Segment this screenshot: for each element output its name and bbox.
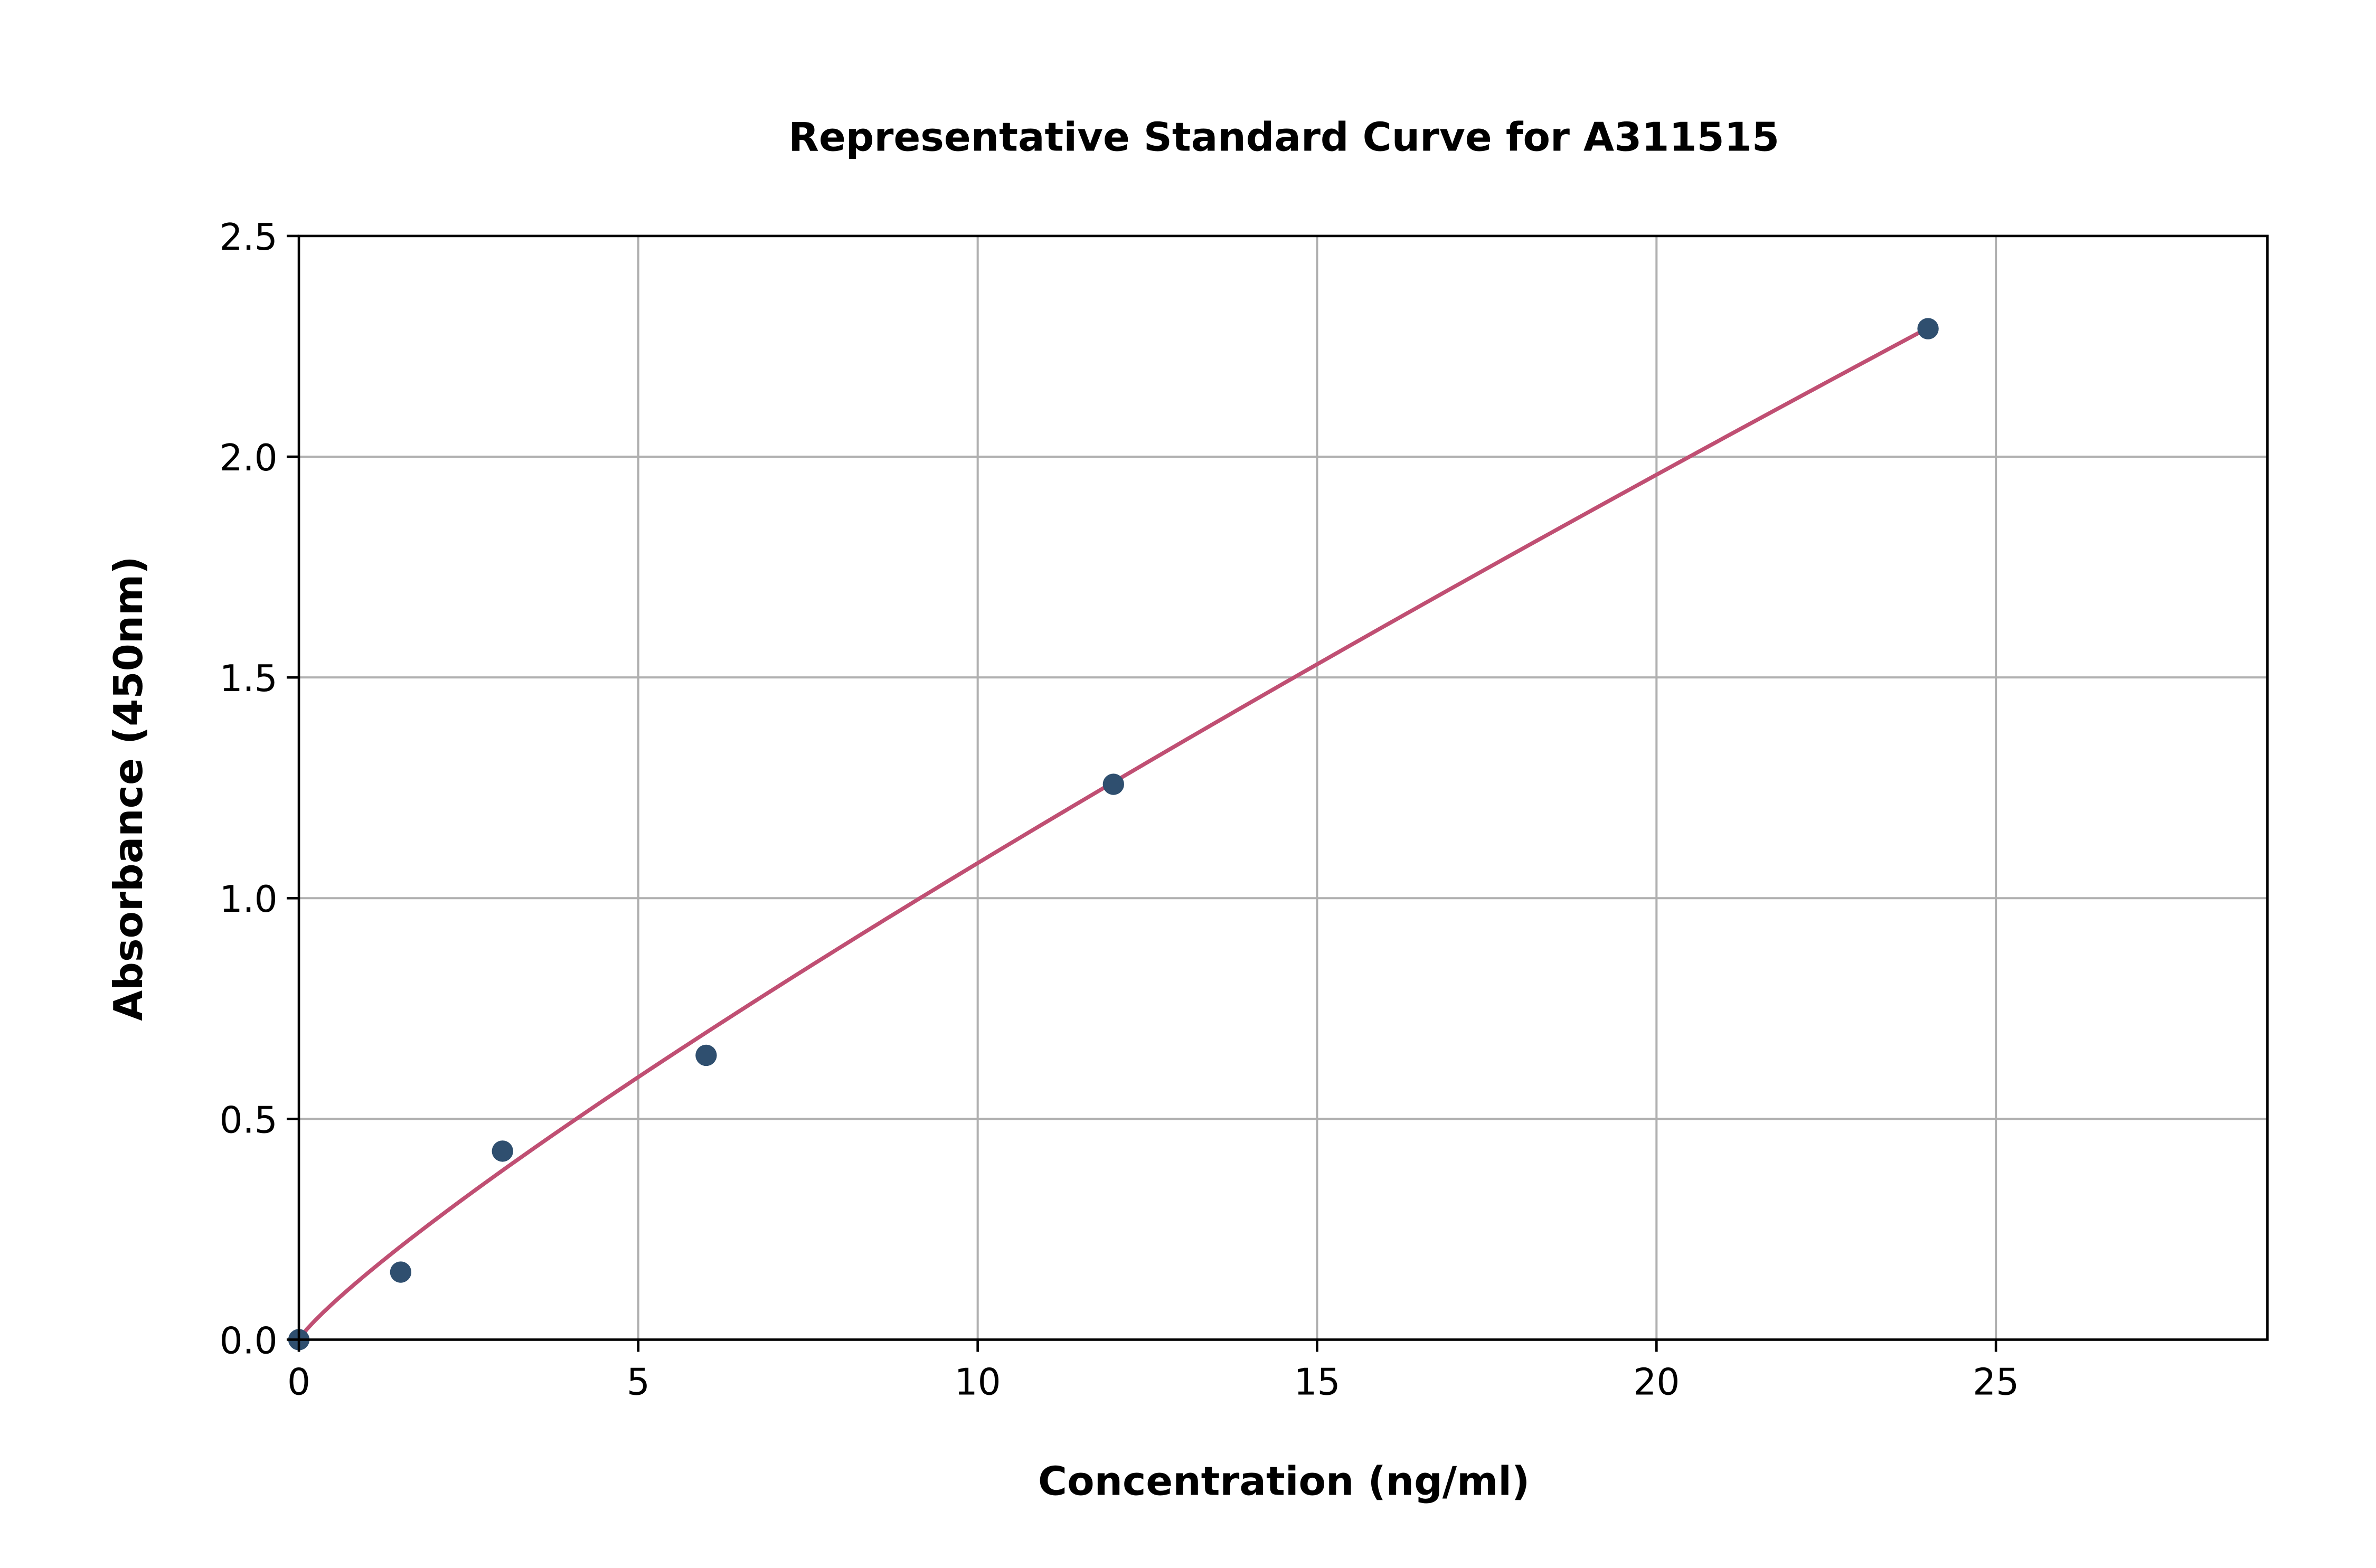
points-layer (288, 318, 1939, 1350)
x-tick-label: 25 (1973, 1361, 2019, 1403)
y-axis: 0.0 0.5 1.0 1.5 2.0 2.5 (220, 216, 299, 1362)
x-axis-label: Concentration (ng/ml) (1038, 1458, 1530, 1505)
x-tick-label: 5 (627, 1361, 650, 1403)
chart-title: Representative Standard Curve for A31151… (788, 114, 1779, 160)
x-tick-label: 20 (1633, 1361, 1680, 1403)
y-tick-label: 0.5 (220, 1099, 278, 1141)
y-axis-label: Absorbance (450nm) (105, 556, 152, 1021)
y-tick-label: 1.5 (220, 658, 278, 700)
fit-curve (297, 326, 1929, 1341)
y-tick-label: 1.0 (220, 879, 278, 921)
data-point (1917, 318, 1939, 339)
data-point (695, 1044, 717, 1066)
y-tick-label: 2.0 (220, 437, 278, 479)
data-point (492, 1140, 513, 1162)
data-point (390, 1261, 412, 1283)
x-tick-label: 0 (287, 1361, 310, 1403)
data-point (1102, 773, 1124, 795)
x-axis: 0 5 10 15 20 25 (287, 1339, 2019, 1403)
x-tick-label: 15 (1294, 1361, 1340, 1403)
x-tick-label: 10 (955, 1361, 1001, 1403)
grid (298, 234, 2268, 1341)
fit-curve-layer (297, 326, 1929, 1341)
y-tick-label: 0.0 (220, 1320, 278, 1362)
y-tick-label: 2.5 (220, 216, 278, 259)
plot-frame (297, 234, 2269, 1341)
